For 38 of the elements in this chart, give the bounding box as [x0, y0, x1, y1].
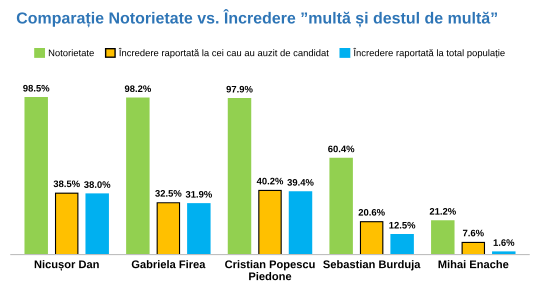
bar — [258, 190, 282, 255]
x-tick-label: Gabriela Firea — [132, 260, 206, 268]
data-label: 98.2% — [124, 85, 151, 92]
data-label: 12.5% — [389, 222, 416, 229]
x-tick-label: Sebastian Burduja — [323, 260, 420, 270]
bar — [390, 234, 414, 255]
data-label: 31.9% — [186, 190, 212, 198]
data-label: 39.4% — [287, 179, 314, 186]
legend-label: Notorietate — [48, 49, 94, 56]
bar — [85, 193, 109, 255]
bar — [187, 203, 211, 255]
legend-label: Încredere raportată la total populație — [353, 48, 505, 58]
bar — [462, 242, 486, 255]
bar — [228, 98, 252, 255]
bar — [24, 97, 48, 255]
data-label: 38.5% — [54, 180, 80, 188]
bar — [288, 191, 312, 255]
data-label: 32.5% — [155, 190, 182, 197]
data-label: 38.0% — [84, 181, 110, 188]
bar — [54, 192, 78, 255]
chart-title: Comparație Notorietate vs. Încredere ”multă și destul de multă” — [16, 9, 497, 28]
bar — [156, 202, 180, 255]
bar — [329, 158, 353, 255]
data-label: 21.2% — [430, 208, 456, 215]
bar — [431, 220, 455, 255]
bar — [126, 98, 150, 255]
x-tick-label: Cristian Popescu Piedone — [225, 260, 315, 280]
data-label: 1.6% — [494, 239, 514, 246]
bar — [360, 221, 384, 255]
data-label: 20.6% — [358, 208, 385, 216]
data-label: 98.5% — [23, 84, 50, 92]
data-label: 97.9% — [226, 86, 253, 93]
data-label: 7.6% — [462, 230, 484, 236]
data-label: 60.4% — [328, 146, 354, 152]
x-tick-label: Mihai Enache — [438, 260, 508, 268]
data-label: 40.2% — [256, 178, 284, 184]
x-tick-label: Nicușor Dan — [34, 260, 99, 271]
legend-label: Încredere raportată la cei cau au auzit de candidat — [118, 48, 329, 58]
